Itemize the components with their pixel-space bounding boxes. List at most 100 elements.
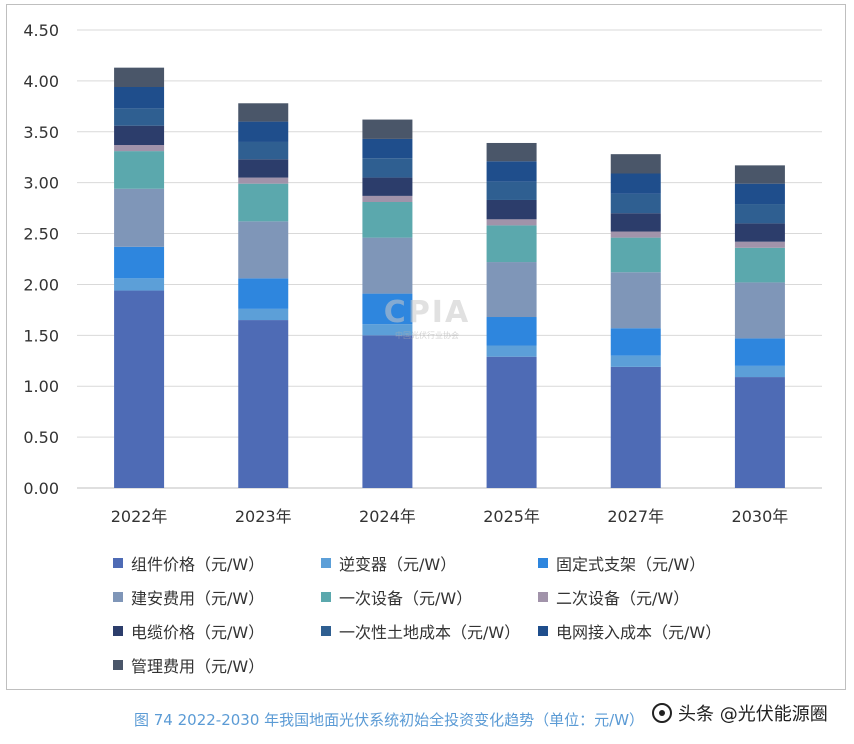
legend-swatch xyxy=(321,592,331,602)
bar-segment-4 xyxy=(238,221,289,279)
legend-swatch xyxy=(538,626,548,636)
stacked-bar-chart: 0.00 0.50 1.00 1.50 2.00 2.50 3.00 3.50 4.00 4.50… xyxy=(23,21,822,526)
legend-label: 逆变器（元/W） xyxy=(339,555,457,574)
bar-segment-1 xyxy=(610,366,661,488)
bar-segment-1 xyxy=(238,320,289,488)
bar-segment-7 xyxy=(362,177,413,196)
x-axis-ticks: 2022年 2023年 2024年 2025年 2027年 2030年 xyxy=(111,507,789,526)
legend-swatch xyxy=(538,592,548,602)
cpia-watermark: CPIA 中国光伏行业协会 xyxy=(352,295,502,375)
legend-swatch xyxy=(113,660,123,670)
bar-segment-4 xyxy=(114,188,165,247)
bar-segment-9 xyxy=(114,86,165,109)
bar-segment-2 xyxy=(114,278,165,291)
x-tick-label: 2024年 xyxy=(359,507,416,526)
legend-item: 二次设备（元/W） xyxy=(538,585,689,609)
y-tick-label: 4.50 xyxy=(23,21,59,40)
bar-segment-2 xyxy=(362,324,413,336)
legend-item: 固定式支架（元/W） xyxy=(538,551,705,575)
watermark-logo: CPIA xyxy=(383,295,471,330)
legend-swatch xyxy=(321,626,331,636)
bar-segment-10 xyxy=(610,154,661,174)
y-tick-label: 0.50 xyxy=(23,428,59,447)
legend-item: 电缆价格（元/W） xyxy=(113,619,264,643)
legend-item: 管理费用（元/W） xyxy=(113,653,264,677)
bar-segment-5 xyxy=(362,202,413,238)
bar-segment-6 xyxy=(734,241,785,248)
bar-segment-5 xyxy=(610,237,661,273)
y-tick-label: 4.00 xyxy=(23,72,59,91)
y-tick-label: 1.00 xyxy=(23,377,59,396)
x-tick-label: 2030年 xyxy=(732,507,789,526)
bar-segment-7 xyxy=(238,159,289,178)
bar-segment-1 xyxy=(114,290,165,488)
bar-segment-8 xyxy=(114,108,165,126)
bar-segment-2 xyxy=(238,308,289,321)
x-tick-label: 2027年 xyxy=(607,507,664,526)
bar-segment-8 xyxy=(486,181,537,200)
bar-segment-9 xyxy=(610,173,661,194)
source-badge: 头条 @光伏能源圈 xyxy=(652,700,828,726)
bar-segment-9 xyxy=(486,161,537,182)
bar-segment-7 xyxy=(610,213,661,232)
source-badge-text: 头条 @光伏能源圈 xyxy=(678,704,828,725)
bar-segment-4 xyxy=(362,237,413,294)
bar-segment-4 xyxy=(610,272,661,329)
bar-segment-9 xyxy=(362,138,413,159)
y-tick-label: 2.50 xyxy=(23,225,59,244)
bar-segment-6 xyxy=(486,219,537,226)
toutiao-icon xyxy=(652,703,672,723)
bar-segment-7 xyxy=(486,199,537,220)
legend-swatch xyxy=(113,558,123,568)
gridlines xyxy=(77,29,822,489)
bar-segment-2 xyxy=(734,365,785,378)
bar-segment-6 xyxy=(238,177,289,184)
bar-segment-7 xyxy=(114,125,165,146)
bar-segment-6 xyxy=(362,195,413,203)
bar-segment-10 xyxy=(734,165,785,184)
legend-label: 建安费用（元/W） xyxy=(131,589,265,608)
legend-item: 逆变器（元/W） xyxy=(321,551,456,575)
bar-segment-6 xyxy=(610,231,661,238)
bar-segment-9 xyxy=(238,121,289,142)
figure-caption: 图 74 2022-2030 年我国地面光伏系统初始全投资变化趋势（单位：元/W… xyxy=(134,711,645,729)
bar-segment-1 xyxy=(486,356,537,488)
legend-label: 固定式支架（元/W） xyxy=(556,555,706,574)
legend-swatch xyxy=(113,592,123,602)
x-tick-label: 2025年 xyxy=(483,507,540,526)
bar-segment-4 xyxy=(734,282,785,339)
bar-segment-1 xyxy=(734,377,785,488)
bar-segment-3 xyxy=(486,317,537,346)
bar-segment-5 xyxy=(486,225,537,263)
legend-label: 电网接入成本（元/W） xyxy=(556,623,722,642)
bar-segment-5 xyxy=(114,151,165,189)
legend-item: 一次设备（元/W） xyxy=(321,585,472,609)
bars xyxy=(114,67,785,488)
bar-segment-3 xyxy=(238,278,289,309)
bar-segment-3 xyxy=(114,246,165,279)
legend-item: 组件价格（元/W） xyxy=(113,551,264,575)
bar-segment-10 xyxy=(238,103,289,122)
legend-label: 电缆价格（元/W） xyxy=(131,623,265,642)
bar-segment-9 xyxy=(734,183,785,205)
bar-segment-3 xyxy=(362,293,413,325)
bar-segment-10 xyxy=(114,67,165,87)
legend-label: 二次设备（元/W） xyxy=(556,589,690,608)
legend-swatch xyxy=(113,626,123,636)
bar-segment-5 xyxy=(238,183,289,222)
legend-label: 一次设备（元/W） xyxy=(339,589,473,608)
bar-segment-2 xyxy=(486,345,537,357)
chart-frame: 0.00 0.50 1.00 1.50 2.00 2.50 3.00 3.50 4.00 4.50… xyxy=(6,4,846,690)
bar-segment-6 xyxy=(114,145,165,152)
legend-label: 管理费用（元/W） xyxy=(131,657,265,676)
bar-segment-8 xyxy=(238,141,289,160)
y-tick-label: 0.00 xyxy=(23,479,59,498)
x-tick-label: 2022年 xyxy=(111,507,168,526)
bar-segment-2 xyxy=(610,355,661,367)
y-tick-label: 1.50 xyxy=(23,326,59,345)
bar-segment-7 xyxy=(734,223,785,242)
legend-label: 组件价格（元/W） xyxy=(131,555,265,574)
legend-swatch xyxy=(321,558,331,568)
bar-segment-5 xyxy=(734,247,785,283)
legend-item: 一次性土地成本（元/W） xyxy=(321,619,520,643)
